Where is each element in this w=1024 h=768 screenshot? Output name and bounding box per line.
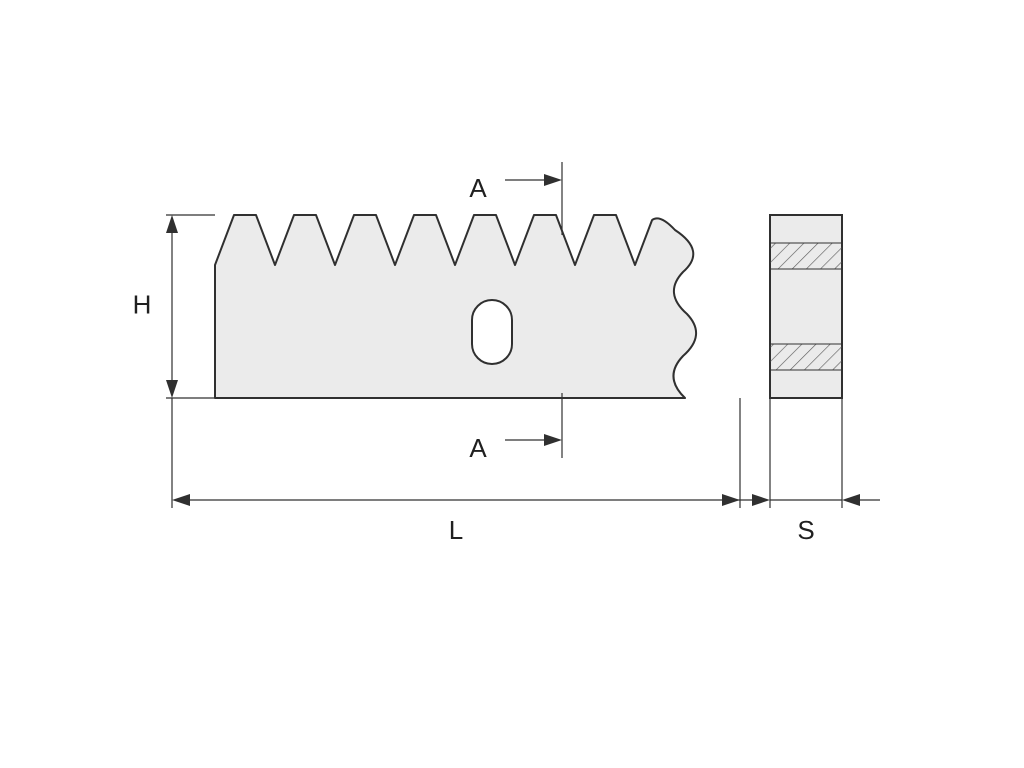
section-label-a-bottom: A: [469, 433, 487, 463]
mounting-slot: [472, 300, 512, 364]
section-label-a-top: A: [469, 173, 487, 203]
dim-label-s: S: [797, 515, 814, 545]
dim-label-h: H: [133, 289, 152, 319]
section-hatch-bottom: [770, 344, 842, 370]
section-hatch-top: [770, 243, 842, 269]
dim-label-l: L: [449, 515, 463, 545]
technical-drawing: H L S A A: [0, 0, 1024, 768]
rack-front-outline: [215, 215, 696, 398]
section-outline: [770, 215, 842, 398]
